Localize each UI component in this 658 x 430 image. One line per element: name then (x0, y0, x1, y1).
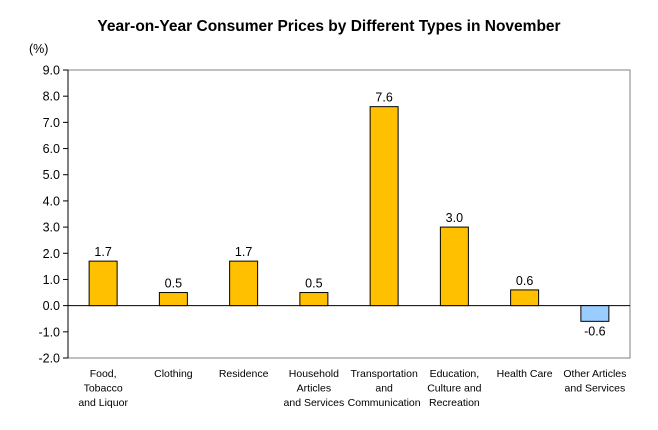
data-label-6: 3.0 (446, 211, 463, 225)
y-tick-label: 0.0 (43, 299, 60, 313)
data-label-8: -0.6 (584, 324, 606, 338)
bar-5 (369, 106, 399, 307)
y-tick-label: 8.0 (43, 90, 60, 104)
y-tick-label: 9.0 (43, 64, 60, 78)
chart-title: Year-on-Year Consumer Prices by Differen… (97, 18, 561, 35)
category-label: Education, (430, 368, 480, 380)
bar-2 (158, 292, 188, 307)
y-tick-label: 7.0 (43, 116, 60, 130)
data-label-3: 1.7 (235, 245, 252, 259)
category-label: and Services (284, 397, 345, 409)
category-label: Clothing (154, 368, 193, 380)
category-label: Transportation (350, 368, 417, 380)
data-label-5: 7.6 (375, 91, 392, 105)
category-label: Communication (348, 397, 421, 409)
category-label: and Liquor (78, 397, 128, 409)
y-tick-label: 2.0 (43, 247, 60, 261)
category-label: Health Care (497, 368, 553, 380)
category-label: Other Articles (563, 368, 626, 380)
bar-4 (299, 292, 329, 307)
category-label: Tobacco (84, 383, 123, 395)
y-tick-label: 5.0 (43, 168, 60, 182)
bar-1 (88, 260, 118, 307)
bar-6 (439, 226, 469, 307)
category-label: and Services (565, 383, 626, 395)
bar-7 (510, 289, 540, 307)
category-label: Food, (90, 368, 117, 380)
y-tick-label: 6.0 (43, 142, 60, 156)
data-label-7: 0.6 (516, 274, 533, 288)
y-tick-label: 4.0 (43, 194, 60, 208)
y-tick-label: -2.0 (38, 352, 60, 366)
bar-8 (580, 305, 610, 322)
plot-area-frame (67, 69, 631, 359)
y-axis-unit-label: (%) (29, 42, 49, 56)
category-label: Residence (219, 368, 269, 380)
data-label-1: 1.7 (94, 245, 111, 259)
data-label-2: 0.5 (165, 277, 182, 291)
data-label-4: 0.5 (305, 277, 322, 291)
category-label: Articles (297, 383, 331, 395)
category-label: and (375, 383, 393, 395)
bar-3 (229, 260, 259, 307)
category-label: Household (289, 368, 339, 380)
category-label: Recreation (429, 397, 480, 409)
y-tick-label: 1.0 (43, 273, 60, 287)
category-label: Culture and (427, 383, 481, 395)
y-tick-label: -1.0 (38, 325, 60, 339)
y-tick-label: 3.0 (43, 221, 60, 235)
